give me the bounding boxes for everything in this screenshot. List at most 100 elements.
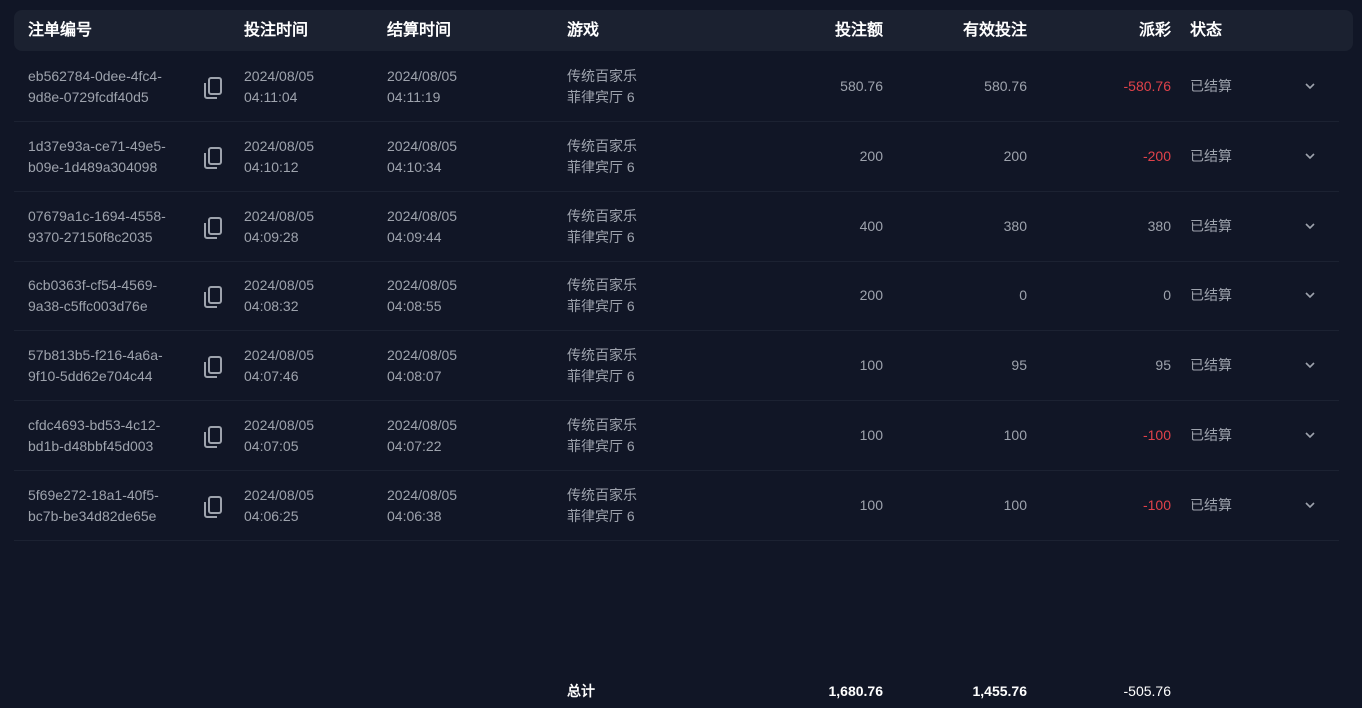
valid-bet: 95	[1011, 357, 1027, 374]
settle-clock: 04:08:07	[387, 368, 442, 385]
payout: 95	[1155, 357, 1171, 374]
game-name: 传统百家乐	[567, 68, 637, 84]
table-row: 07679a1c-1694-4558- 9370-27150f8c2035 202…	[14, 192, 1339, 262]
status: 已结算	[1190, 287, 1232, 304]
table-row: 6cb0363f-cf54-4569- 9a38-c5ffc003d76e 202…	[14, 261, 1339, 332]
bet-time: 2024/08/05 04:09:28	[244, 206, 314, 248]
header-status: 状态	[1190, 22, 1223, 39]
bet-time: 2024/08/05 04:07:46	[244, 345, 314, 387]
header-amount: 投注额	[834, 22, 883, 39]
game-name: 传统百家乐	[567, 277, 637, 294]
chevron-down-icon[interactable]	[1304, 359, 1316, 371]
status: 已结算	[1190, 78, 1232, 94]
bet-amount: 400	[859, 217, 883, 234]
bet-date: 2024/08/05	[244, 486, 315, 503]
copy-icon[interactable]	[202, 216, 224, 240]
status: 已结算	[1190, 217, 1232, 234]
game-room: 菲律宾厅 6	[567, 438, 635, 454]
valid-bet: 200	[1003, 147, 1027, 164]
game-name: 传统百家乐	[567, 207, 637, 224]
status: 已结算	[1190, 357, 1232, 374]
copy-icon[interactable]	[202, 495, 224, 519]
settle-clock: 04:11:19	[387, 89, 441, 105]
copy-icon[interactable]	[202, 285, 224, 309]
bet-date: 2024/08/05	[244, 68, 315, 84]
header-game: 游戏	[567, 22, 600, 39]
table-row: 1d37e93a-ce71-49e5- b09e-1d489a304098 202…	[14, 122, 1339, 192]
game-name: 传统百家乐	[567, 486, 637, 503]
total-label: 总计	[567, 683, 595, 699]
payout: -200	[1142, 147, 1171, 164]
game-room: 菲律宾厅 6	[567, 298, 635, 315]
copy-icon[interactable]	[202, 425, 224, 449]
chevron-down-icon[interactable]	[1304, 220, 1316, 232]
chevron-down-icon[interactable]	[1304, 150, 1316, 162]
header-bet-time: 投注时间	[244, 22, 309, 39]
bet-clock: 04:08:32	[244, 298, 299, 315]
settle-clock: 04:07:22	[387, 438, 442, 454]
order-id-line1: 57b813b5-f216-4a6a-	[28, 347, 163, 364]
settle-date: 2024/08/05	[387, 68, 458, 84]
game-room: 菲律宾厅 6	[567, 228, 635, 245]
bet-time: 2024/08/05 04:07:05	[244, 415, 314, 457]
order-id-line1: cfdc4693-bd53-4c12-	[28, 417, 161, 433]
order-id-line2: 9f10-5dd62e704c44	[28, 368, 153, 385]
header-payout: 派彩	[1138, 22, 1171, 39]
bet-date: 2024/08/05	[244, 207, 315, 224]
settle-clock: 04:10:34	[387, 158, 442, 175]
header-settle-time: 结算时间	[387, 22, 452, 39]
game: 传统百家乐菲律宾厅 6	[567, 206, 637, 248]
header-id: 注单编号	[28, 22, 93, 39]
bet-time: 2024/08/05 04:08:32	[244, 275, 314, 317]
game: 传统百家乐菲律宾厅 6	[567, 485, 637, 527]
bet-clock: 04:07:05	[244, 438, 299, 454]
valid-bet: 580.76	[984, 78, 1027, 94]
settle-time: 2024/08/05 04:10:34	[387, 136, 457, 178]
total-valid: 1,455.76	[972, 683, 1028, 699]
header-valid: 有效投注	[962, 22, 1027, 39]
table-row: 57b813b5-f216-4a6a- 9f10-5dd62e704c44 202…	[14, 331, 1339, 402]
payout: -100	[1142, 427, 1171, 443]
order-id-line1: 5f69e272-18a1-40f5-	[28, 486, 159, 503]
bet-time: 2024/08/05 04:06:25	[244, 485, 314, 527]
settle-time: 2024/08/05 04:07:22	[387, 415, 457, 457]
game: 传统百家乐 菲律宾厅 6	[567, 136, 637, 178]
bet-clock: 04:07:46	[244, 368, 299, 385]
game-room: 菲律宾厅 6	[567, 507, 635, 524]
settle-date: 2024/08/05	[387, 277, 458, 294]
order-id: cfdc4693-bd53-4c12- bd1b-d48bbf45d003	[28, 415, 160, 457]
order-id: 57b813b5-f216-4a6a- 9f10-5dd62e704c44	[28, 345, 163, 387]
bet-date: 2024/08/05	[244, 417, 315, 433]
settle-time: 2024/08/05 04:06:38	[387, 485, 457, 527]
status: 已结算	[1190, 147, 1232, 164]
bet-amount: 580.76	[840, 78, 883, 94]
order-id-line1: 1d37e93a-ce71-49e5-	[28, 137, 166, 154]
order-id-line2: bc7b-be34d82de65e	[28, 507, 157, 524]
game: 传统百家乐菲律宾厅 6	[567, 275, 637, 317]
chevron-down-icon[interactable]	[1304, 499, 1316, 511]
chevron-down-icon[interactable]	[1304, 289, 1316, 301]
game: 传统百家乐菲律宾厅 6	[567, 415, 637, 457]
bet-clock: 04:11:04	[244, 89, 298, 105]
bet-time: 2024/08/05 04:11:04	[244, 66, 314, 108]
copy-icon[interactable]	[202, 76, 224, 100]
payout: -580.76	[1123, 78, 1171, 94]
chevron-down-icon[interactable]	[1304, 429, 1316, 441]
table-row: 5f69e272-18a1-40f5- bc7b-be34d82de65e 202…	[14, 471, 1339, 541]
bet-amount: 100	[859, 357, 883, 374]
game-room: 菲律宾厅 6	[567, 158, 635, 175]
payout: -100	[1142, 496, 1171, 513]
order-id-line2: 9d8e-0729fcdf40d5	[28, 89, 149, 105]
game-name: 传统百家乐	[567, 417, 637, 433]
copy-icon[interactable]	[202, 355, 224, 379]
order-id-line1: eb562784-0dee-4fc4-	[28, 68, 162, 84]
settle-clock: 04:08:55	[387, 298, 442, 315]
order-id-line1: 6cb0363f-cf54-4569-	[28, 277, 158, 294]
valid-bet: 0	[1019, 287, 1027, 304]
copy-icon[interactable]	[202, 146, 224, 170]
settle-time: 2024/08/05 04:09:44	[387, 206, 457, 248]
chevron-down-icon[interactable]	[1304, 80, 1316, 92]
game: 传统百家乐 菲律宾厅 6	[567, 345, 637, 387]
settle-date: 2024/08/05	[387, 417, 458, 433]
bet-date: 2024/08/05	[244, 277, 315, 294]
